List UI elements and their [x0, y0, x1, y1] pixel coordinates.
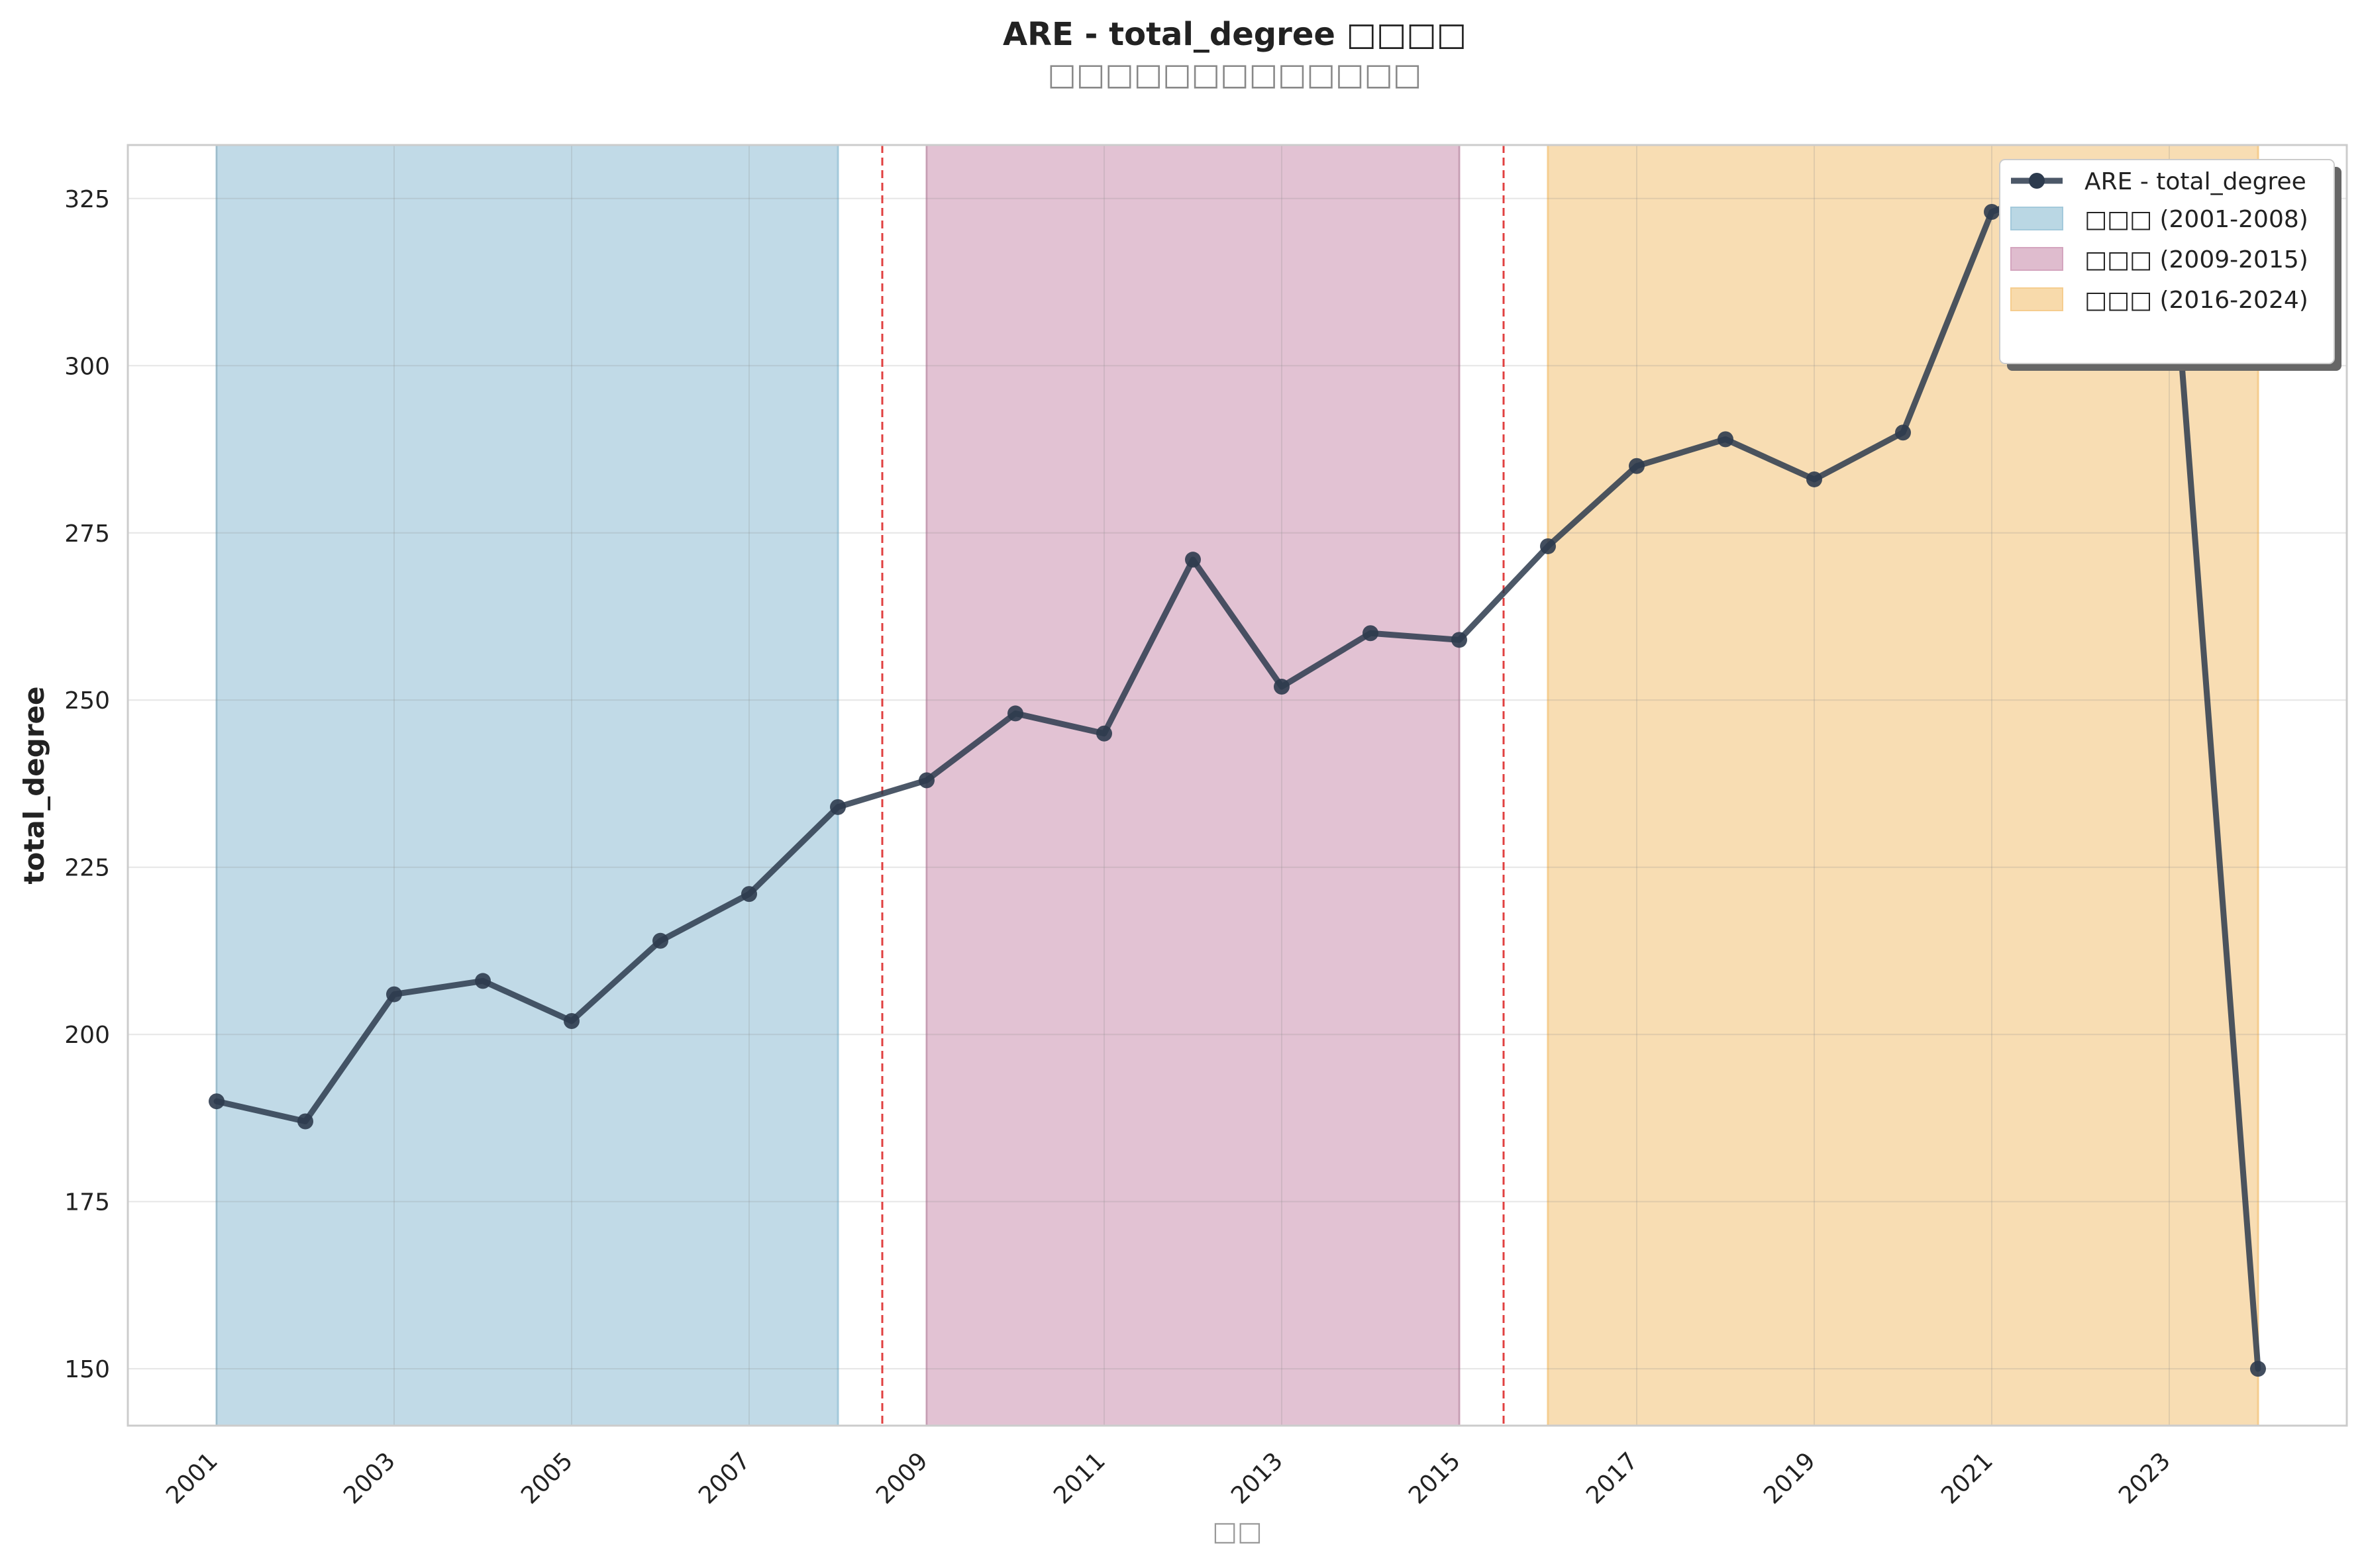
- period-band-1: [215, 144, 839, 1427]
- data-point-2011: [1096, 725, 1112, 742]
- data-point-2001: [209, 1093, 225, 1110]
- data-point-2018: [1718, 431, 1733, 448]
- y-tick-label-225: 225: [64, 855, 110, 882]
- data-point-2015: [1451, 632, 1467, 648]
- period-bands: [215, 144, 2259, 1427]
- data-point-2004: [475, 973, 491, 989]
- chart-subtitle: □□□□□□□□□□□□□: [1047, 56, 1421, 92]
- data-point-2017: [1629, 458, 1645, 474]
- legend-period-swatch-2: [2010, 247, 2063, 271]
- data-point-2016: [1540, 538, 1556, 554]
- data-point-2010: [1007, 705, 1023, 722]
- data-point-2019: [1806, 471, 1822, 487]
- y-axis-label: total_degree: [18, 686, 50, 884]
- data-point-2002: [297, 1113, 313, 1130]
- legend-period-swatch-1: [2010, 207, 2063, 230]
- data-point-2003: [386, 986, 402, 1003]
- y-tick-label-325: 325: [64, 186, 110, 213]
- legend-period-label-1: □□□ (2001-2008): [2084, 206, 2308, 233]
- chart-title: ARE - total_degree □□□□: [1003, 16, 1466, 53]
- data-point-2021: [1984, 203, 2000, 220]
- x-axis-label: □□: [1212, 1516, 1262, 1547]
- legend-series-marker: [2029, 173, 2045, 189]
- series-layer: [209, 170, 2266, 1377]
- legend-entries: ARE - total_degree □□□ (2001-2008) □□□ (20…: [2010, 168, 2308, 314]
- series-line-1: [213, 175, 2261, 1372]
- data-point-2009: [919, 772, 935, 789]
- y-tick-label-300: 300: [64, 353, 110, 380]
- data-point-2007: [741, 886, 757, 903]
- y-tick-label-250: 250: [64, 687, 110, 714]
- legend-period-label-3: □□□ (2016-2024): [2084, 287, 2308, 314]
- data-point-2008: [830, 799, 846, 815]
- grid-lines: [128, 145, 2347, 1426]
- period-band-2: [925, 144, 1461, 1427]
- legend-period-label-2: □□□ (2009-2015): [2084, 246, 2308, 273]
- y-tick-label-175: 175: [64, 1189, 110, 1216]
- y-tick-label-200: 200: [64, 1022, 110, 1049]
- data-point-2012: [1185, 552, 1201, 568]
- data-point-2020: [1895, 424, 1911, 441]
- legend: ARE - total_degree □□□ (2001-2008) □□□ (20…: [1999, 159, 2341, 371]
- data-point-2024: [2250, 1361, 2266, 1377]
- y-axis-ticks: 150 175 200 225 250 275 300 325: [64, 186, 110, 1383]
- plot-frame: [127, 144, 2348, 1427]
- data-point-2006: [652, 932, 668, 949]
- y-tick-label-275: 275: [64, 520, 110, 548]
- legend-period-swatch-3: [2010, 287, 2063, 311]
- data-point-2013: [1274, 679, 1290, 695]
- legend-box: [1999, 159, 2335, 364]
- y-tick-label-150: 150: [64, 1356, 110, 1383]
- data-point-2014: [1362, 625, 1378, 642]
- data-point-2005: [564, 1012, 580, 1029]
- legend-series-label: ARE - total_degree: [2084, 168, 2306, 195]
